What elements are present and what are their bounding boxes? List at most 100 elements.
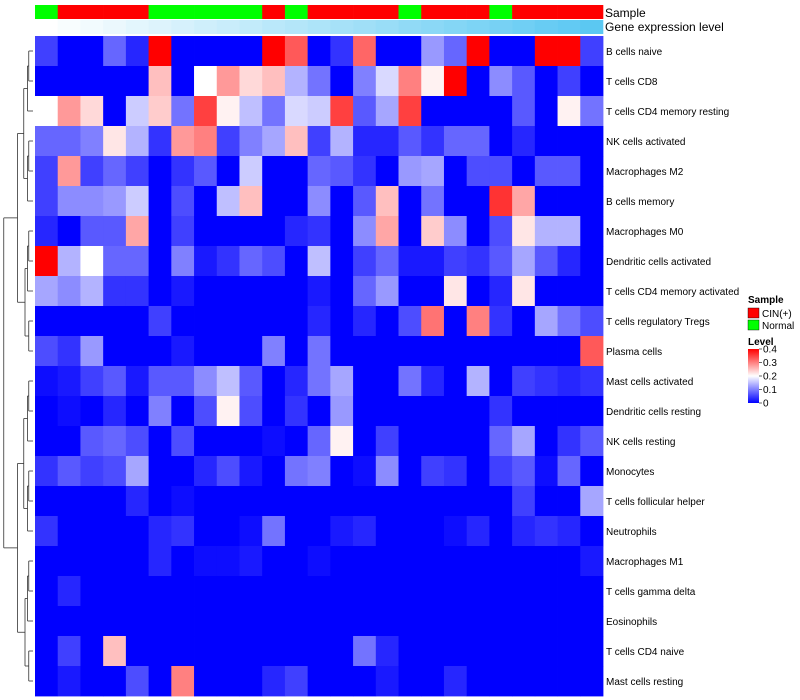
heatmap-cell xyxy=(307,456,331,487)
heatmap-cell xyxy=(216,516,240,547)
legend-swatch-cin xyxy=(747,307,760,319)
heatmap-cell xyxy=(239,576,263,607)
heatmap-cell xyxy=(239,516,263,547)
expression-annotation-cell xyxy=(353,20,377,34)
heatmap-cell xyxy=(57,276,81,307)
heatmap-cell xyxy=(35,606,59,637)
heatmap-cell xyxy=(171,576,195,607)
heatmap-cell xyxy=(284,426,309,457)
heatmap-cell xyxy=(489,156,513,187)
heatmap-cell xyxy=(171,426,195,457)
heatmap-cell xyxy=(194,276,218,307)
heatmap-cell xyxy=(125,456,149,487)
sample-annotation-cell xyxy=(307,5,331,19)
heatmap-cell xyxy=(57,546,81,577)
heatmap-cell xyxy=(57,156,81,187)
heatmap-cell xyxy=(353,66,377,97)
heatmap-cell xyxy=(148,66,172,97)
heatmap-cell xyxy=(375,126,399,157)
heatmap-cell xyxy=(262,246,286,277)
heatmap-cell xyxy=(421,636,445,667)
heatmap-cell xyxy=(398,126,422,157)
expression-annotation-cell xyxy=(534,20,558,34)
heatmap-cell xyxy=(330,126,354,157)
heatmap-cell xyxy=(194,636,218,667)
row-label: B cells memory xyxy=(606,197,674,208)
heatmap-cell xyxy=(103,216,127,247)
heatmap-cell xyxy=(466,216,490,247)
heatmap-cell xyxy=(580,546,604,577)
heatmap-cell xyxy=(330,186,354,217)
heatmap-cell xyxy=(466,636,490,667)
heatmap-cell xyxy=(580,426,604,457)
expression-annotation-cell xyxy=(125,20,149,34)
heatmap-cell xyxy=(171,126,195,157)
heatmap-cell xyxy=(466,156,490,187)
heatmap-cell xyxy=(125,336,149,367)
heatmap-cell xyxy=(125,426,149,457)
heatmap-cell xyxy=(330,516,354,547)
heatmap-cell xyxy=(125,546,149,577)
heatmap-cell xyxy=(375,426,399,457)
heatmap-cell xyxy=(466,546,490,577)
heatmap-cell xyxy=(443,666,468,697)
heatmap-cell xyxy=(194,186,218,217)
legend-swatch-normal xyxy=(747,319,760,331)
heatmap-cell xyxy=(512,666,536,697)
heatmap-cell xyxy=(194,66,218,97)
heatmap-cell xyxy=(307,36,331,67)
heatmap-cell xyxy=(103,246,127,277)
heatmap-cell xyxy=(284,636,309,667)
heatmap-cell xyxy=(534,516,558,547)
heatmap-cell xyxy=(148,276,172,307)
heatmap-cell xyxy=(80,36,104,67)
row-label: T cells gamma delta xyxy=(606,587,696,598)
heatmap-cell xyxy=(534,126,558,157)
heatmap-cell xyxy=(534,366,558,397)
heatmap-cell xyxy=(35,306,59,337)
heatmap-cell xyxy=(489,336,513,367)
heatmap-cell xyxy=(103,426,127,457)
heatmap-cell xyxy=(375,546,399,577)
heatmap-cell xyxy=(284,546,309,577)
heatmap-cell xyxy=(171,456,195,487)
sample-annotation-track xyxy=(35,5,604,19)
heatmap-cell xyxy=(466,366,490,397)
heatmap-cell xyxy=(398,156,422,187)
heatmap-cell xyxy=(57,126,81,157)
heatmap-cell xyxy=(443,276,468,307)
heatmap-cell xyxy=(534,576,558,607)
heatmap-cell xyxy=(148,636,172,667)
heatmap-cell xyxy=(148,666,172,697)
expression-annotation-cell xyxy=(307,20,331,34)
heatmap-cell xyxy=(148,546,172,577)
heatmap-cell xyxy=(557,306,581,337)
heatmap-cell xyxy=(398,306,422,337)
heatmap-cell xyxy=(171,546,195,577)
heatmap-cell xyxy=(330,336,354,367)
heatmap-cell xyxy=(375,486,399,517)
heatmap-cell xyxy=(512,516,536,547)
heatmap-cell xyxy=(125,306,149,337)
heatmap-cell xyxy=(443,246,468,277)
heatmap-cell xyxy=(489,486,513,517)
heatmap-cell xyxy=(330,216,354,247)
heatmap-cell xyxy=(148,516,172,547)
heatmap-cell xyxy=(512,426,536,457)
heatmap-cell xyxy=(557,276,581,307)
legend: Sample CIN(+) Normal Level 0.4 0.3 0.2 0.1 0 xyxy=(747,295,794,410)
heatmap-cell xyxy=(80,546,104,577)
heatmap-cell xyxy=(398,426,422,457)
heatmap-cell xyxy=(466,66,490,97)
heatmap-cell xyxy=(443,486,468,517)
heatmap-cell xyxy=(375,156,399,187)
heatmap-grid xyxy=(35,36,604,697)
heatmap-cell xyxy=(262,606,286,637)
sample-annotation-cell xyxy=(57,5,81,19)
heatmap-cell xyxy=(443,216,468,247)
level-tick-label: 0.2 xyxy=(763,372,777,383)
heatmap-cell xyxy=(398,486,422,517)
heatmap-cell xyxy=(171,186,195,217)
row-label: T cells regulatory Tregs xyxy=(606,317,710,328)
heatmap-cell xyxy=(443,456,468,487)
